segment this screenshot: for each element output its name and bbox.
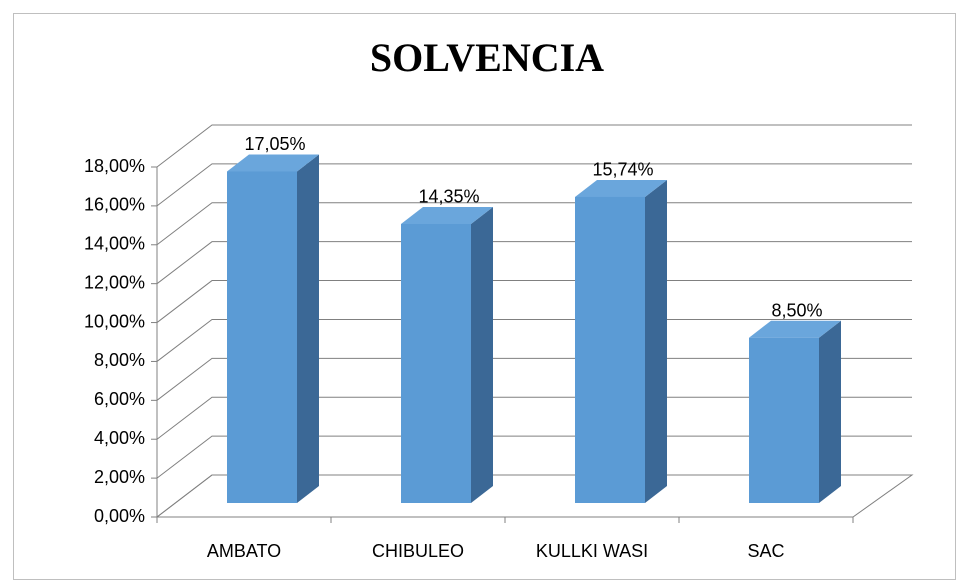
bar [749,337,819,503]
bar [575,196,645,503]
bar-top [749,320,841,338]
y-tick-label: 10,00% [84,311,145,331]
bar [227,171,297,503]
y-tick-label: 16,00% [84,195,145,215]
x-tick-label: KULLKI WASI [536,541,648,561]
bar-top [227,154,319,172]
y-tick-label: 0,00% [94,506,145,526]
bar-side [471,206,493,503]
bar-side [645,179,667,503]
y-tick-label: 8,00% [94,350,145,370]
grid-line [156,163,912,207]
grid-line [156,318,912,362]
x-tick-label: AMBATO [207,541,281,561]
grid-line [156,396,912,440]
bar-side [819,320,841,503]
y-tick-label: 12,00% [84,272,145,292]
bar [401,223,471,503]
grid-line [156,474,912,518]
bar-top [401,206,493,224]
y-tick-label: 2,00% [94,467,145,487]
y-tick-label: 18,00% [84,156,145,176]
bar-side [297,154,319,503]
grid-line [156,124,912,168]
grid-line [156,435,912,479]
value-label: 17,05% [244,134,305,154]
x-tick-label: SAC [747,541,784,561]
grid-line [156,241,912,285]
grid-line [156,202,912,246]
y-tick-label: 4,00% [94,428,145,448]
value-label: 8,50% [771,300,822,320]
value-label: 15,74% [592,160,653,180]
x-tick-label: CHIBULEO [372,541,464,561]
value-label: 14,35% [418,187,479,207]
chart-title: SOLVENCIA [370,35,604,80]
grid-line [156,280,912,323]
grid-line [156,357,912,401]
y-tick-label: 6,00% [94,389,145,409]
bar-top [575,179,667,197]
y-tick-label: 14,00% [84,234,145,254]
